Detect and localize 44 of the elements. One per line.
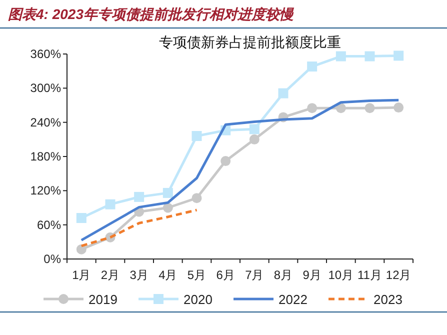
y-tick-label: 180% <box>30 150 62 164</box>
legend-label: 2023 <box>374 292 402 307</box>
x-tick-label: 11月 <box>358 268 382 282</box>
legend-label: 2020 <box>184 292 212 307</box>
x-tick-label: 8月 <box>274 268 293 282</box>
chart-title: 图表4: 2023年专项债提前批发行相对进度较慢 <box>8 6 294 22</box>
point <box>364 103 375 114</box>
point <box>192 131 202 141</box>
x-tick-label: 7月 <box>245 268 264 282</box>
point <box>307 62 318 72</box>
y-tick-label: 360% <box>30 47 62 61</box>
y-tick-label: 60% <box>36 218 62 232</box>
point <box>162 202 173 213</box>
point <box>162 188 173 198</box>
x-tick-label: 5月 <box>187 268 206 282</box>
point <box>105 199 116 210</box>
y-tick-label: 240% <box>30 115 62 130</box>
y-tick-label: 0% <box>44 252 62 266</box>
point <box>220 156 231 166</box>
x-tick-label: 9月 <box>302 268 322 282</box>
point <box>249 124 260 134</box>
point <box>192 193 202 204</box>
point <box>394 102 404 113</box>
point <box>336 51 346 62</box>
point <box>307 103 318 114</box>
y-tick-label: 300% <box>30 81 62 96</box>
point <box>278 88 288 98</box>
point <box>76 213 86 223</box>
x-tick-label: 3月 <box>130 268 148 282</box>
point <box>336 103 346 114</box>
legend-label: 2019 <box>88 292 118 307</box>
point <box>134 192 144 202</box>
point <box>249 134 260 144</box>
x-tick-label: 10月 <box>328 268 354 282</box>
y-tick-label: 120% <box>30 184 62 198</box>
x-tick-label: 4月 <box>158 268 178 282</box>
x-tick-label: 2月 <box>100 268 120 282</box>
x-tick-label: 12月 <box>386 268 412 282</box>
chart-subtitle: 专项债新券占提前批额度比重 <box>159 34 341 50</box>
point <box>364 51 375 62</box>
x-tick-label: 6月 <box>216 268 235 282</box>
legend-label: 2022 <box>278 292 308 307</box>
point <box>394 50 404 61</box>
x-tick-label: 1月 <box>72 268 91 282</box>
